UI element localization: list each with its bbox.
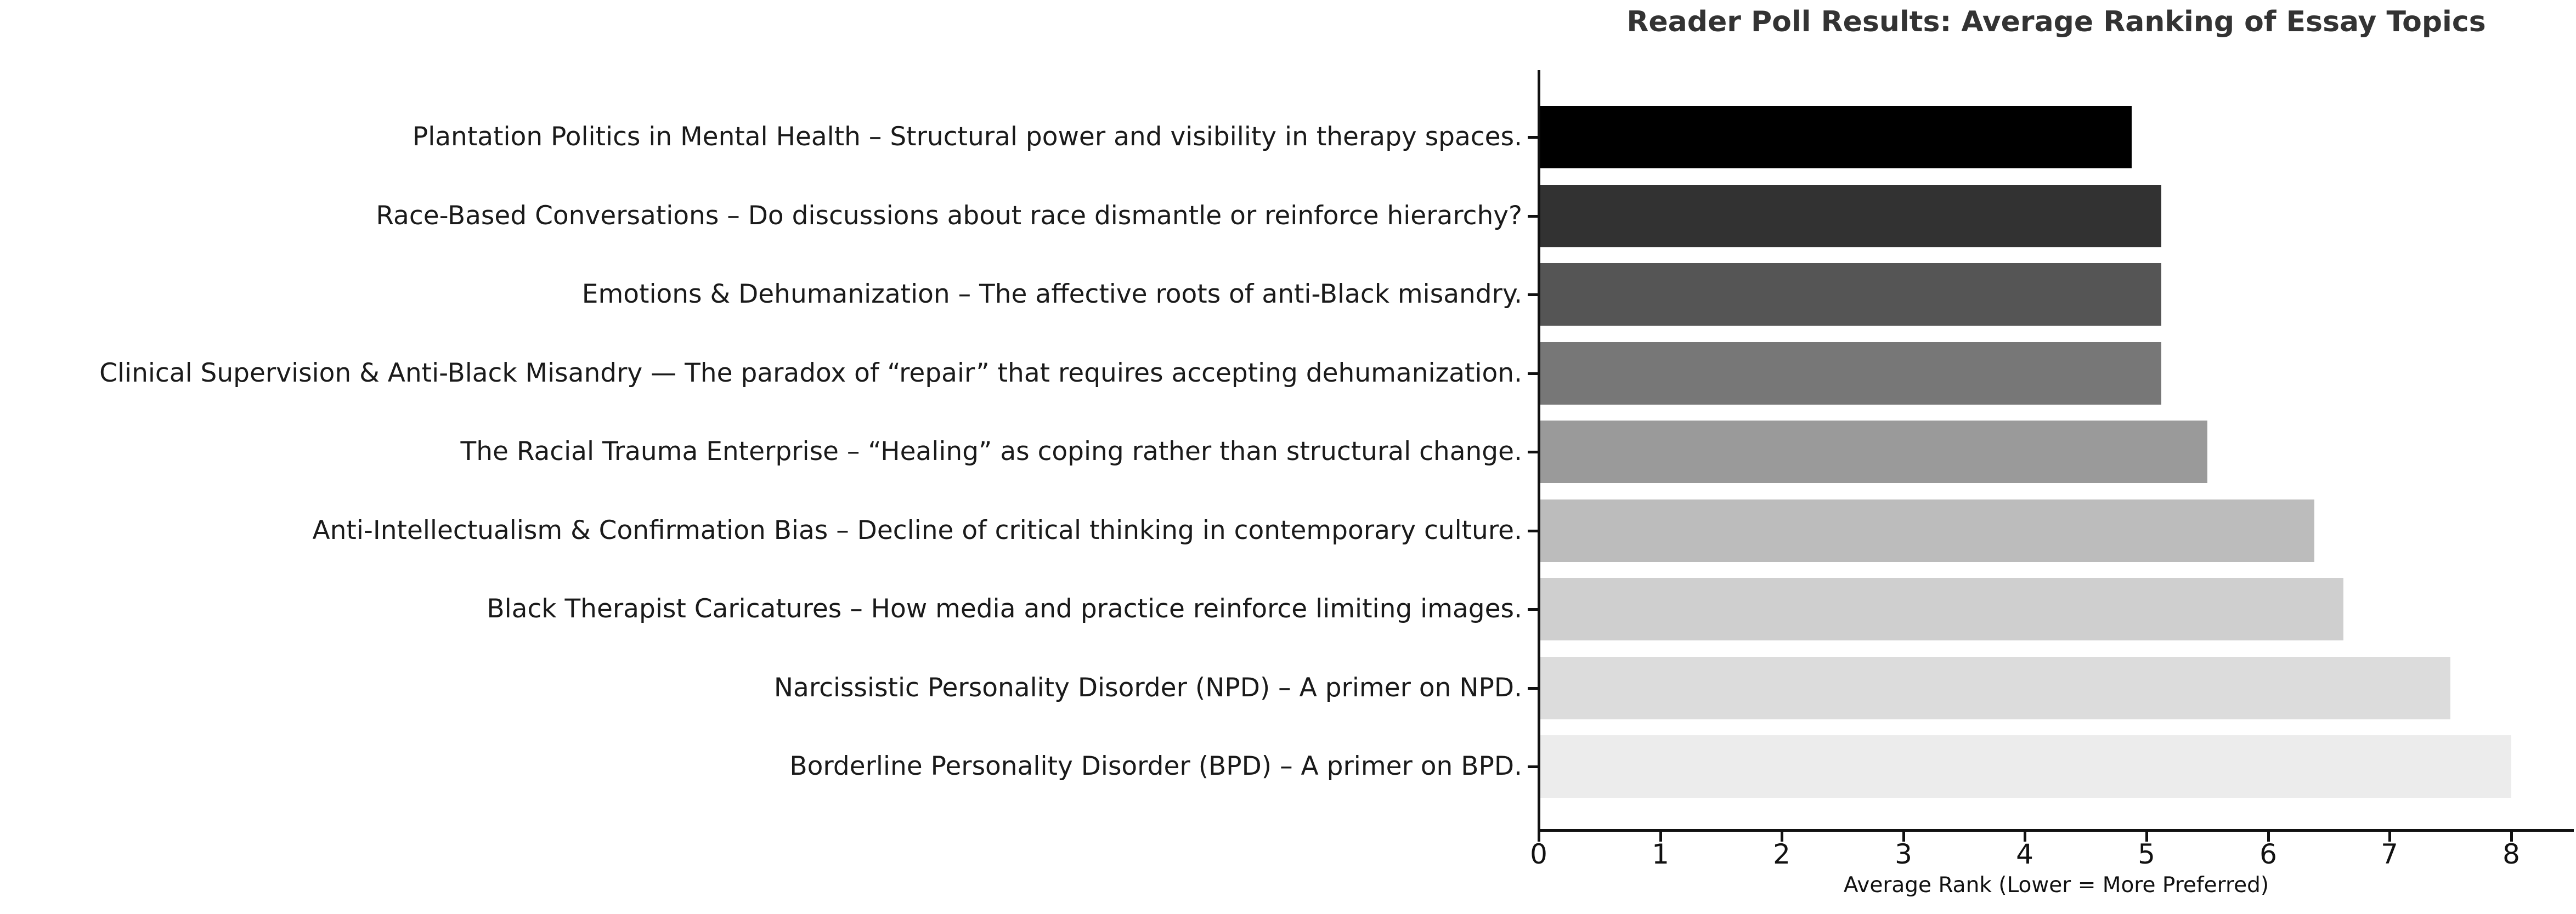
x-tick-mark xyxy=(2388,832,2391,842)
category-label: Narcissistic Personality Disorder (NPD) … xyxy=(773,673,1522,703)
category-label: Emotions & Dehumanization – The affectiv… xyxy=(581,279,1522,309)
bar xyxy=(1540,106,2132,168)
x-tick-label: 4 xyxy=(2016,838,2033,870)
bar xyxy=(1540,499,2314,562)
category-label: Race-Based Conversations – Do discussion… xyxy=(376,201,1522,231)
y-tick-mark xyxy=(1528,451,1538,453)
x-tick-mark xyxy=(1538,832,1540,842)
category-label: The Racial Trauma Enterprise – “Healing”… xyxy=(460,436,1522,467)
x-tick-mark xyxy=(1902,832,1905,842)
y-tick-mark xyxy=(1528,136,1538,139)
y-tick-mark xyxy=(1528,293,1538,296)
x-tick-label: 1 xyxy=(1652,838,1669,870)
x-tick-mark xyxy=(2267,832,2270,842)
y-tick-mark xyxy=(1528,215,1538,218)
x-tick-label: 6 xyxy=(2259,838,2277,870)
x-tick-label: 2 xyxy=(1773,838,1790,870)
x-tick-mark xyxy=(2024,832,2026,842)
category-label: Anti-Intellectualism & Confirmation Bias… xyxy=(312,515,1522,546)
bar xyxy=(1540,421,2207,483)
category-label: Plantation Politics in Mental Health – S… xyxy=(412,122,1522,152)
x-tick-mark xyxy=(2510,832,2513,842)
x-tick-label: 8 xyxy=(2502,838,2520,870)
x-tick-mark xyxy=(1781,832,1783,842)
bar xyxy=(1540,263,2161,326)
category-label: Borderline Personality Disorder (BPD) – … xyxy=(789,751,1522,781)
y-tick-mark xyxy=(1528,608,1538,611)
x-tick-label: 7 xyxy=(2381,838,2398,870)
x-tick-mark xyxy=(1659,832,1662,842)
y-tick-mark xyxy=(1528,530,1538,532)
x-axis-label: Average Rank (Lower = More Preferred) xyxy=(1843,873,2269,898)
y-axis-spine xyxy=(1538,70,1540,832)
bar xyxy=(1540,342,2161,405)
category-label: Clinical Supervision & Anti-Black Misand… xyxy=(99,358,1522,388)
x-axis-spine xyxy=(1538,829,2574,832)
chart-title: Reader Poll Results: Average Ranking of … xyxy=(1626,5,2486,38)
x-tick-label: 5 xyxy=(2138,838,2155,870)
bar xyxy=(1540,185,2161,247)
bar xyxy=(1540,578,2343,640)
category-label: Black Therapist Caricatures – How media … xyxy=(487,594,1522,624)
y-tick-mark xyxy=(1528,687,1538,690)
x-tick-mark xyxy=(2145,832,2148,842)
y-tick-mark xyxy=(1528,765,1538,768)
x-tick-label: 0 xyxy=(1530,838,1547,870)
y-tick-mark xyxy=(1528,372,1538,375)
x-tick-label: 3 xyxy=(1895,838,1912,870)
bar xyxy=(1540,657,2450,719)
bar xyxy=(1540,735,2511,798)
